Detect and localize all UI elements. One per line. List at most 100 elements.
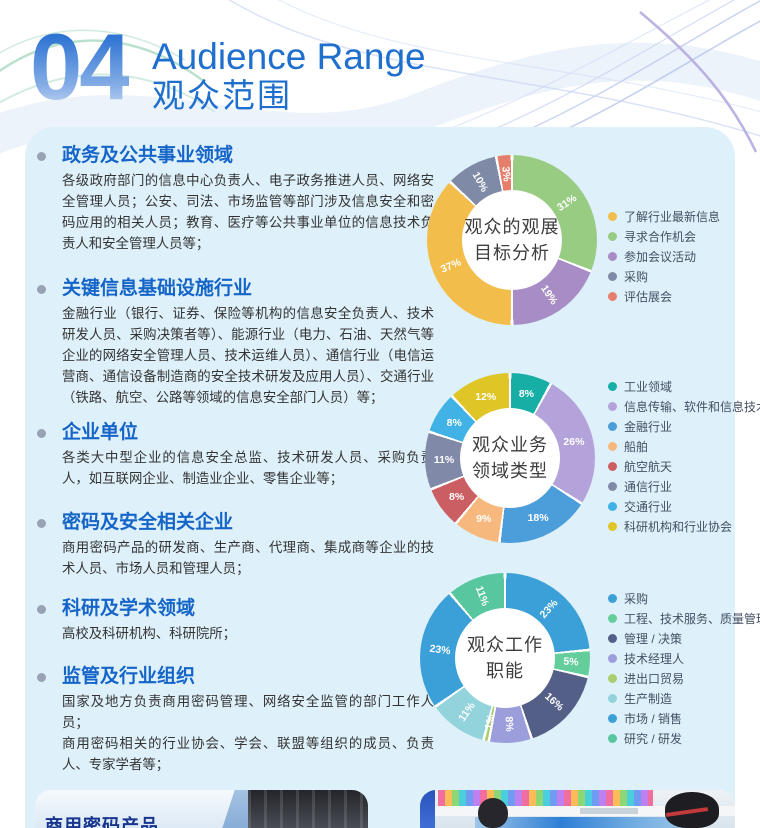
section-body: 高校及科研机构、科研院所； <box>62 626 237 641</box>
donut-hole: 观众的观展 目标分析 <box>462 190 562 290</box>
page-title-en: Audience Range <box>152 36 426 77</box>
section-crypto-security-companies: 密码及安全相关企业 商用密码产品的研发商、生产商、代理商、集成商等企业的技术人员… <box>25 511 439 579</box>
legend-label: 生产制造 <box>624 691 673 706</box>
slice-label: 3% <box>499 166 513 183</box>
legend-job-functions: 采购 工程、技术服务、质量管理 管理 / 决策 技术经理人 进出口贸易 生产制造 市场 / … <box>608 588 760 748</box>
slice-label: 11% <box>456 700 479 724</box>
slice-label: 19% <box>538 282 560 307</box>
chart-center-title: 观众工作 职能 <box>467 635 543 681</box>
legend-item: 信息传输、软件和信息技术 <box>608 396 760 416</box>
slice-label: 11% <box>473 584 492 608</box>
legend-dot-icon <box>608 713 617 723</box>
section-regulators-associations: 监管及行业组织 国家及地方负责商用密码管理、网络安全监管的部门工作人员； 商用密… <box>25 665 439 775</box>
legend-item: 采购 <box>608 588 760 608</box>
donut-chart-visit-goals: 31% 19% 37% 10% 3% 观众的观展 目标分析 <box>427 155 597 325</box>
bullet-icon <box>37 285 46 294</box>
donut-hole: 观众业务 领域类型 <box>460 408 560 508</box>
photo-exhibition-booth <box>420 790 735 828</box>
legend-item: 金融行业 <box>608 416 760 436</box>
legend-label: 金融行业 <box>624 419 673 434</box>
audience-sections: 政务及公共事业领域 各级政府部门的信息中心负责人、电子政务推进人员、网络安全管理… <box>25 144 439 775</box>
legend-dot-icon <box>608 673 617 683</box>
legend-item: 进出口贸易 <box>608 668 760 688</box>
donut-chart-business-fields: 8% 26% 18% 9% 8% 11% 8% 12% 观众业务 领域类型 <box>425 373 595 543</box>
legend-label: 寻求合作机会 <box>624 229 697 244</box>
section-critical-infrastructure: 关键信息基础设施行业 金融行业（银行、证券、保险等机构的信息安全负责人、技术研发… <box>25 277 439 408</box>
page-title-zh: 观众范围 <box>152 77 292 114</box>
legend-item: 管理 / 决策 <box>608 628 760 648</box>
legend-label: 评估展会 <box>624 289 673 304</box>
legend-business-fields: 工业领域 信息传输、软件和信息技术 金融行业 船舶 航空航天 通信行业 交通行业 科研机构和行… <box>608 376 760 536</box>
legend-item: 生产制造 <box>608 688 760 708</box>
bullet-icon <box>37 152 46 161</box>
legend-dot-icon <box>608 693 617 703</box>
legend-dot-icon <box>608 271 617 281</box>
section-body: 各级政府部门的信息中心负责人、电子政务推进人员、网络安全管理人员；公安、司法、市… <box>62 173 434 251</box>
legend-dot-icon <box>608 521 617 531</box>
section-body: 各类大中型企业的信息安全总监、技术研发人员、采购负责人，如互联网企业、制造业企业… <box>62 450 434 486</box>
slice-label: 8% <box>446 416 462 429</box>
legend-label: 航空航天 <box>624 459 673 474</box>
legend-dot-icon <box>608 381 617 391</box>
section-heading: 企业单位 <box>62 422 139 443</box>
slice-label: 8% <box>518 388 534 401</box>
legend-item: 交通行业 <box>608 496 760 516</box>
legend-label: 研究 / 研发 <box>624 731 683 746</box>
section-heading: 关键信息基础设施行业 <box>62 278 253 299</box>
section-heading: 监管及行业组织 <box>62 666 196 687</box>
legend-dot-icon <box>608 593 617 603</box>
content-card: 政务及公共事业领域 各级政府部门的信息中心负责人、电子政务推进人员、网络安全管理… <box>25 127 760 828</box>
legend-dot-icon <box>608 421 617 431</box>
section-body: 金融行业（银行、证券、保险等机构的信息安全负责人、技术研发人员、采购决策者等）、… <box>62 306 434 405</box>
legend-dot-icon <box>608 613 617 623</box>
slice-label: 12% <box>475 390 497 403</box>
legend-label: 参加会议活动 <box>624 249 697 264</box>
legend-dot-icon <box>608 461 617 471</box>
legend-dot-icon <box>608 653 617 663</box>
slice-label: 1% <box>482 713 498 732</box>
legend-label: 进出口贸易 <box>624 671 685 686</box>
bullet-icon <box>37 429 46 438</box>
legend-item: 研究 / 研发 <box>608 728 760 748</box>
legend-dot-icon <box>608 291 617 301</box>
legend-dot-icon <box>608 481 617 491</box>
slice-label: 16% <box>542 690 566 714</box>
slice-label: 23% <box>428 642 451 657</box>
section-heading: 科研及学术领域 <box>62 598 196 619</box>
legend-label: 采购 <box>624 591 649 606</box>
legend-label: 了解行业最新信息 <box>624 209 721 224</box>
legend-dot-icon <box>608 231 617 241</box>
legend-item: 船舶 <box>608 436 760 456</box>
slice-label: 23% <box>537 597 561 621</box>
legend-dot-icon <box>608 401 617 411</box>
legend-visit-goals: 了解行业最新信息 寻求合作机会 参加会议活动 采购评估展会 <box>608 206 720 306</box>
legend-label: 信息传输、软件和信息技术 <box>624 399 760 414</box>
booth-color-stripes <box>438 790 653 806</box>
slice-label: 11% <box>433 454 455 467</box>
legend-item: 工程、技术服务、质量管理 <box>608 608 760 628</box>
section-research-academia: 科研及学术领域 高校及科研机构、科研院所； <box>25 597 439 644</box>
page-header: 04 Audience Range 观众范围 <box>0 0 760 127</box>
slice-label: 18% <box>527 511 549 524</box>
legend-dot-icon <box>608 733 617 743</box>
legend-item: 了解行业最新信息 <box>608 206 720 226</box>
legend-dot-icon <box>608 633 617 643</box>
legend-label: 工程、技术服务、质量管理 <box>624 611 760 626</box>
section-body: 商用密码相关的行业协会、学会、联盟等组织的成员、负责人、专家学者等； <box>62 736 434 772</box>
section-enterprises: 企业单位 各类大中型企业的信息安全总监、技术研发人员、采购负责人，如互联网企业、… <box>25 421 439 489</box>
slice-label: 10% <box>469 170 491 195</box>
legend-item: 采购 <box>608 266 720 286</box>
slice-label: 8% <box>502 715 516 732</box>
person-silhouette <box>478 798 508 828</box>
slice-label: 31% <box>554 192 579 214</box>
section-heading: 政务及公共事业领域 <box>62 145 234 166</box>
legend-label: 采购 <box>624 269 649 284</box>
chart-center-title: 观众的观展 目标分析 <box>464 217 560 263</box>
bullet-icon <box>37 519 46 528</box>
donut-hole: 观众工作 职能 <box>455 608 555 708</box>
legend-dot-icon <box>608 251 617 261</box>
legend-label: 市场 / 销售 <box>624 711 683 726</box>
slice-label: 9% <box>476 512 492 525</box>
photo-overlay <box>35 790 242 828</box>
